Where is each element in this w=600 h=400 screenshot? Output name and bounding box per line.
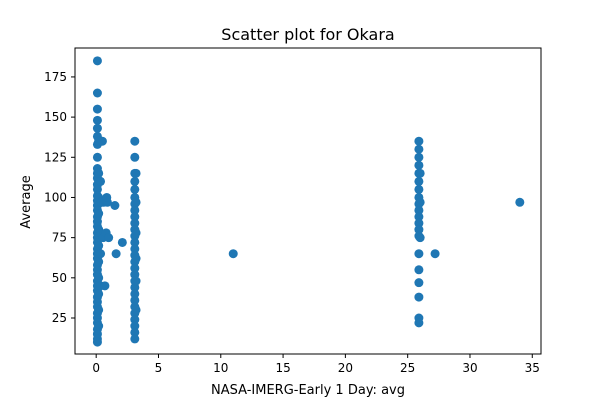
- data-point: [130, 315, 140, 325]
- x-tick-label: 30: [462, 361, 477, 375]
- data-point: [94, 305, 104, 315]
- x-tick-label: 10: [213, 361, 228, 375]
- y-tick-label: 175: [44, 70, 67, 84]
- data-point: [414, 176, 424, 186]
- data-point: [414, 160, 424, 170]
- x-tick-label: 25: [400, 361, 415, 375]
- data-point: [414, 318, 424, 328]
- data-point: [92, 123, 102, 133]
- points-layer: [92, 56, 525, 347]
- data-point: [94, 257, 104, 267]
- data-point: [414, 184, 424, 194]
- data-point: [130, 176, 140, 186]
- data-point: [515, 197, 525, 207]
- data-point: [92, 56, 102, 66]
- x-tick-label: 35: [525, 361, 540, 375]
- data-point: [130, 244, 140, 254]
- data-point: [414, 205, 424, 215]
- data-point: [97, 136, 107, 146]
- data-point: [117, 237, 127, 247]
- data-point: [94, 241, 104, 251]
- data-point: [130, 218, 140, 228]
- data-point: [92, 152, 102, 162]
- y-tick-label: 25: [52, 311, 67, 325]
- data-point: [414, 218, 424, 228]
- data-point: [111, 249, 121, 259]
- data-point: [131, 254, 141, 264]
- data-point: [131, 168, 141, 178]
- data-point: [131, 305, 141, 315]
- data-point: [130, 263, 140, 273]
- plot-frame: [74, 47, 542, 355]
- y-tick-label: 125: [44, 150, 67, 164]
- data-point: [415, 197, 425, 207]
- x-axis-label: NASA-IMERG-Early 1 Day: avg: [211, 383, 405, 398]
- data-point: [430, 249, 440, 259]
- data-point: [414, 265, 424, 275]
- data-point: [414, 278, 424, 288]
- data-point: [414, 249, 424, 259]
- data-point: [130, 136, 140, 146]
- x-tick-label: 0: [92, 361, 100, 375]
- data-point: [228, 249, 238, 259]
- data-point: [414, 225, 424, 235]
- data-point: [131, 276, 141, 286]
- data-point: [96, 249, 106, 259]
- data-point: [92, 88, 102, 98]
- data-point: [130, 152, 140, 162]
- x-tick-label: 15: [275, 361, 290, 375]
- data-point: [92, 337, 102, 347]
- data-point: [94, 321, 104, 331]
- y-tick-label: 100: [44, 190, 67, 204]
- data-point: [414, 136, 424, 146]
- data-point: [130, 237, 140, 247]
- data-point: [130, 212, 140, 222]
- data-point: [414, 152, 424, 162]
- data-point: [130, 205, 140, 215]
- data-point: [96, 176, 106, 186]
- data-point: [414, 292, 424, 302]
- data-point: [92, 104, 102, 114]
- data-point: [415, 233, 425, 243]
- data-point: [131, 197, 141, 207]
- data-point: [92, 115, 102, 125]
- data-point: [92, 184, 102, 194]
- data-point: [94, 168, 104, 178]
- data-point: [130, 334, 140, 344]
- chart-title: Scatter plot for Okara: [221, 25, 394, 44]
- data-point: [94, 209, 104, 219]
- data-point: [414, 212, 424, 222]
- y-tick-label: 75: [52, 231, 67, 245]
- data-point: [102, 192, 112, 202]
- data-point: [130, 327, 140, 337]
- data-point: [94, 289, 104, 299]
- data-point: [130, 289, 140, 299]
- data-point: [130, 295, 140, 305]
- y-axis-label: Average: [19, 175, 34, 228]
- data-point: [131, 228, 141, 238]
- x-tick-label: 20: [338, 361, 353, 375]
- data-point: [130, 321, 140, 331]
- data-point: [100, 281, 110, 291]
- data-point: [110, 201, 120, 210]
- data-point: [104, 233, 114, 243]
- data-point: [414, 144, 424, 154]
- x-tick-label: 5: [155, 361, 163, 375]
- data-point: [130, 184, 140, 194]
- y-tick-label: 150: [44, 110, 67, 124]
- y-tick-label: 50: [52, 271, 67, 285]
- data-point: [415, 168, 425, 178]
- ticks-layer: 0 5 10 15 20 25 30 35 25 50 75 100 125 150 175: [44, 70, 540, 375]
- data-point: [94, 273, 104, 283]
